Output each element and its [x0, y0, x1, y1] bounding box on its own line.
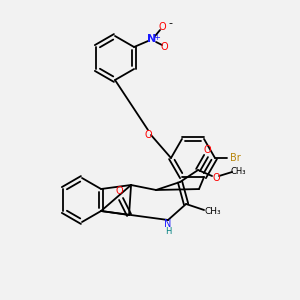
Text: CH₃: CH₃: [205, 208, 221, 217]
Text: Br: Br: [230, 153, 240, 163]
Text: O: O: [212, 173, 220, 183]
Text: O: O: [158, 22, 166, 32]
Text: O: O: [144, 130, 152, 140]
Text: +: +: [154, 34, 160, 43]
Text: N: N: [164, 219, 172, 229]
Text: O: O: [160, 42, 168, 52]
Text: O: O: [203, 145, 211, 155]
Text: N: N: [147, 34, 157, 44]
Text: CH₃: CH₃: [230, 167, 246, 176]
Text: -: -: [168, 18, 172, 28]
Text: H: H: [165, 227, 171, 236]
Text: O: O: [115, 186, 123, 196]
